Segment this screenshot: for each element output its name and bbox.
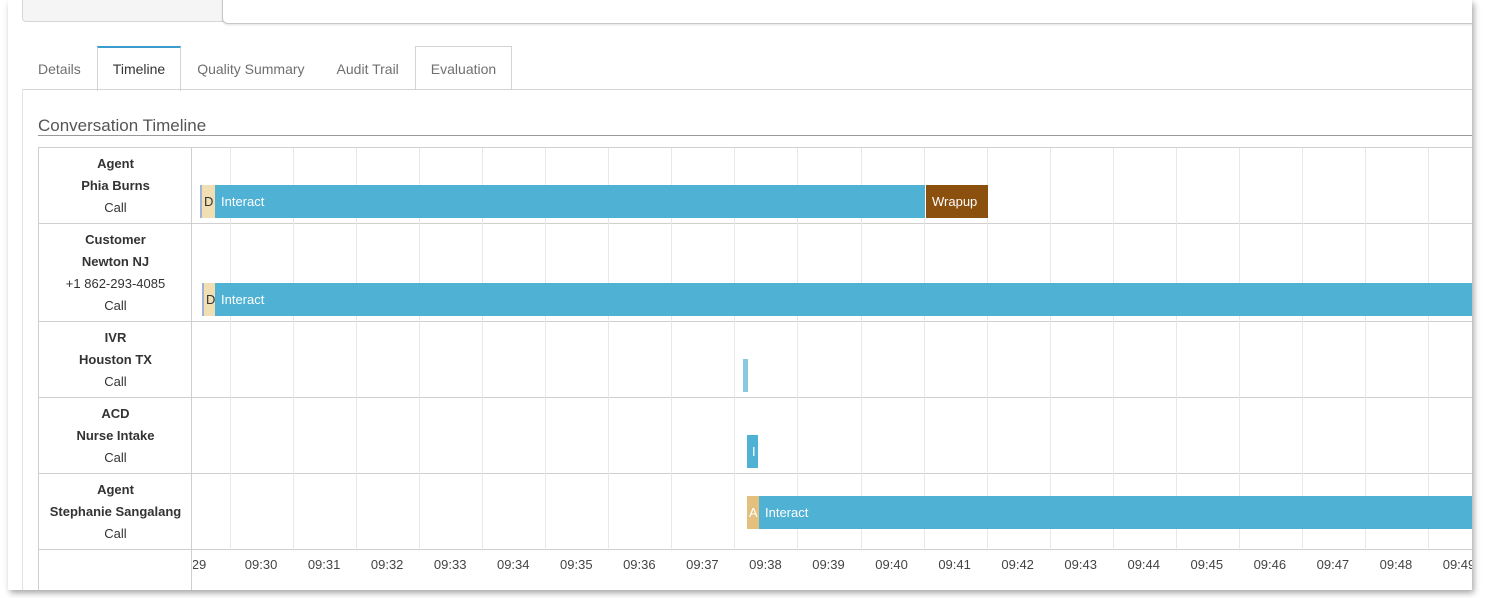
tab-quality-summary[interactable]: Quality Summary	[181, 46, 321, 90]
participant-phone: +1 862-293-4085	[65, 275, 166, 291]
tab-bar: Details Timeline Quality Summary Audit T…	[22, 46, 513, 91]
segment-interact[interactable]: Interact	[215, 283, 1472, 316]
tab-evaluation[interactable]: Evaluation	[414, 46, 513, 90]
time-gridline	[860, 148, 862, 551]
participant-label: Customer Newton NJ +1 862-293-4085 Call	[39, 224, 192, 321]
timeline-grid: D Interact Wrapup D Interact I A Interac…	[193, 148, 1472, 590]
participant-media: Call	[104, 199, 127, 215]
row-divider	[39, 223, 1472, 224]
time-gridline	[419, 148, 421, 551]
panel-border	[22, 89, 23, 590]
participant-role: IVR	[104, 329, 127, 345]
segment-wrapup[interactable]: Wrapup	[926, 185, 988, 218]
tab-timeline[interactable]: Timeline	[96, 46, 182, 91]
segment-dialing[interactable]: D	[202, 283, 215, 316]
participant-media: Call	[104, 525, 127, 541]
time-gridline	[356, 148, 358, 551]
section-divider	[38, 135, 1472, 136]
time-tick-label: 09:31	[307, 557, 341, 572]
participant-role: Agent	[97, 155, 134, 171]
segment-interact[interactable]: Interact	[215, 185, 925, 218]
time-gridline	[671, 148, 673, 551]
segment-interact[interactable]: I	[747, 435, 758, 468]
participant-label: IVR Houston TX Call	[39, 322, 192, 397]
participant-label: ACD Nurse Intake Call	[39, 398, 192, 473]
top-summary-box-right	[222, 0, 1472, 24]
time-gridline	[1238, 148, 1240, 551]
time-tick-label: 09:32	[370, 557, 404, 572]
time-tick-label: 09:47	[1316, 557, 1350, 572]
time-gridline	[482, 148, 484, 551]
participant-media: Call	[104, 449, 127, 465]
tab-divider	[22, 89, 1472, 90]
time-tick-label: 09:39	[812, 557, 845, 572]
time-gridline	[230, 148, 231, 551]
time-tick-label: 29	[193, 557, 207, 572]
participant-name: Newton NJ	[81, 253, 150, 269]
time-tick-label: 09:30	[244, 557, 278, 572]
time-tick-label: 09:38	[749, 557, 782, 572]
time-tick-label: 09:33	[433, 557, 467, 572]
time-tick-label: 09:45	[1190, 557, 1224, 572]
tab-audit-trail[interactable]: Audit Trail	[320, 46, 415, 90]
tab-details[interactable]: Details	[22, 46, 97, 90]
time-tick-label: 09:34	[496, 557, 530, 572]
participant-role: Agent	[97, 481, 134, 497]
participant-name: Stephanie Sangalang	[49, 503, 182, 519]
participant-name: Phia Burns	[81, 177, 150, 193]
participant-label-column: Agent Phia Burns Call Customer Newton NJ…	[39, 148, 192, 590]
segment-alerting[interactable]: A	[747, 496, 759, 529]
segment-dialing[interactable]: D	[200, 185, 215, 218]
time-gridline	[734, 148, 736, 551]
time-gridline	[293, 148, 295, 551]
time-tick-label: 09:44	[1127, 557, 1161, 572]
time-tick-label: 09:35	[560, 557, 593, 572]
conversation-timeline: Agent Phia Burns Call Customer Newton NJ…	[38, 147, 1472, 590]
participant-label: Agent Phia Burns Call	[39, 148, 192, 223]
time-tick-label: 09:48	[1379, 557, 1413, 572]
segment-interact[interactable]: Interact	[759, 496, 1472, 529]
participant-name: Houston TX	[79, 351, 152, 367]
segment-ivr[interactable]	[743, 359, 748, 392]
time-gridline	[986, 148, 988, 551]
participant-label: Agent Stephanie Sangalang Call	[39, 474, 192, 549]
time-gridline	[1049, 148, 1051, 551]
time-gridline	[1301, 148, 1303, 551]
time-tick-label: 09:46	[1253, 557, 1287, 572]
participant-name: Nurse Intake	[76, 427, 155, 443]
row-divider	[39, 321, 1472, 322]
participant-role: Customer	[85, 231, 146, 247]
time-tick-label: 09:37	[686, 557, 719, 572]
time-gridline	[1427, 148, 1429, 551]
row-divider	[39, 397, 1472, 398]
time-tick-label: 09:36	[623, 557, 656, 572]
time-tick-label: 09:41	[938, 557, 971, 572]
time-tick-label: 09:42	[1001, 557, 1034, 572]
row-divider	[39, 549, 1472, 550]
time-gridline	[1112, 148, 1114, 551]
participant-media: Call	[104, 297, 127, 313]
time-gridline	[545, 148, 547, 551]
time-tick-label: 09:43	[1064, 557, 1097, 572]
conversation-detail-panel: Details Timeline Quality Summary Audit T…	[8, 0, 1472, 590]
time-gridline	[608, 148, 610, 551]
time-gridline	[1175, 148, 1177, 551]
participant-media: Call	[104, 373, 127, 389]
section-title: Conversation Timeline	[38, 116, 207, 135]
time-tick-label: 09:40	[875, 557, 908, 572]
time-gridline	[923, 148, 925, 551]
top-summary-box-left	[22, 0, 232, 22]
time-tick-label: 09:49	[1442, 557, 1472, 572]
row-divider	[39, 473, 1472, 474]
time-gridline	[797, 148, 799, 551]
participant-role: ACD	[101, 405, 130, 421]
time-gridline	[1364, 148, 1366, 551]
